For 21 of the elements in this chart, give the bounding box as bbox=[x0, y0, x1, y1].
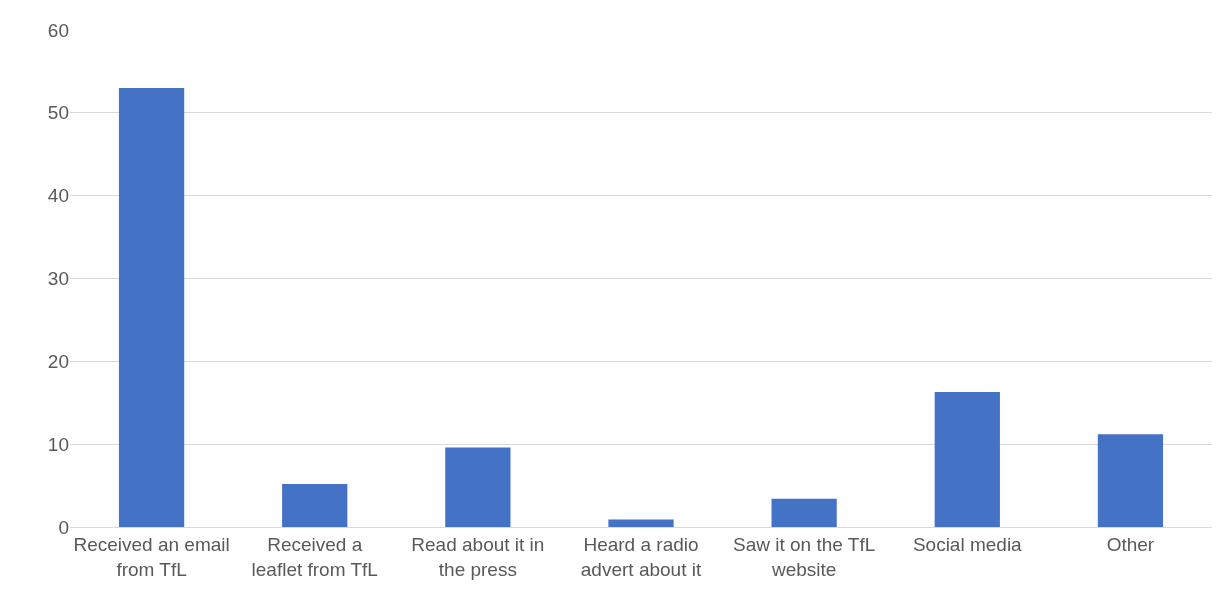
bar bbox=[282, 483, 348, 527]
y-tick-label: 10 bbox=[47, 433, 69, 455]
y-tick-label: 0 bbox=[58, 516, 69, 538]
y-tick-label: 20 bbox=[47, 350, 69, 372]
bar bbox=[118, 87, 185, 527]
bar bbox=[934, 391, 1000, 527]
y-tick-label: 40 bbox=[47, 185, 69, 207]
x-tick-label: Received an email from TfL bbox=[73, 533, 230, 580]
bar bbox=[445, 447, 511, 527]
y-tick-label: 30 bbox=[47, 268, 69, 290]
bar bbox=[771, 498, 837, 527]
bar bbox=[1097, 434, 1164, 527]
y-tick-label: 50 bbox=[47, 102, 69, 124]
bar bbox=[608, 519, 674, 527]
x-tick-label: Read about it in the press bbox=[411, 533, 545, 580]
x-tick-label: Received a leaflet from TfL bbox=[251, 533, 378, 580]
x-tick-label: Heard a radio advert about it bbox=[580, 533, 702, 580]
x-tick-label: Other bbox=[1106, 533, 1155, 555]
x-tick-label: Saw it on the TfL website bbox=[733, 533, 876, 580]
y-tick-label: 60 bbox=[47, 19, 69, 41]
x-tick-label: Social media bbox=[912, 533, 1023, 555]
